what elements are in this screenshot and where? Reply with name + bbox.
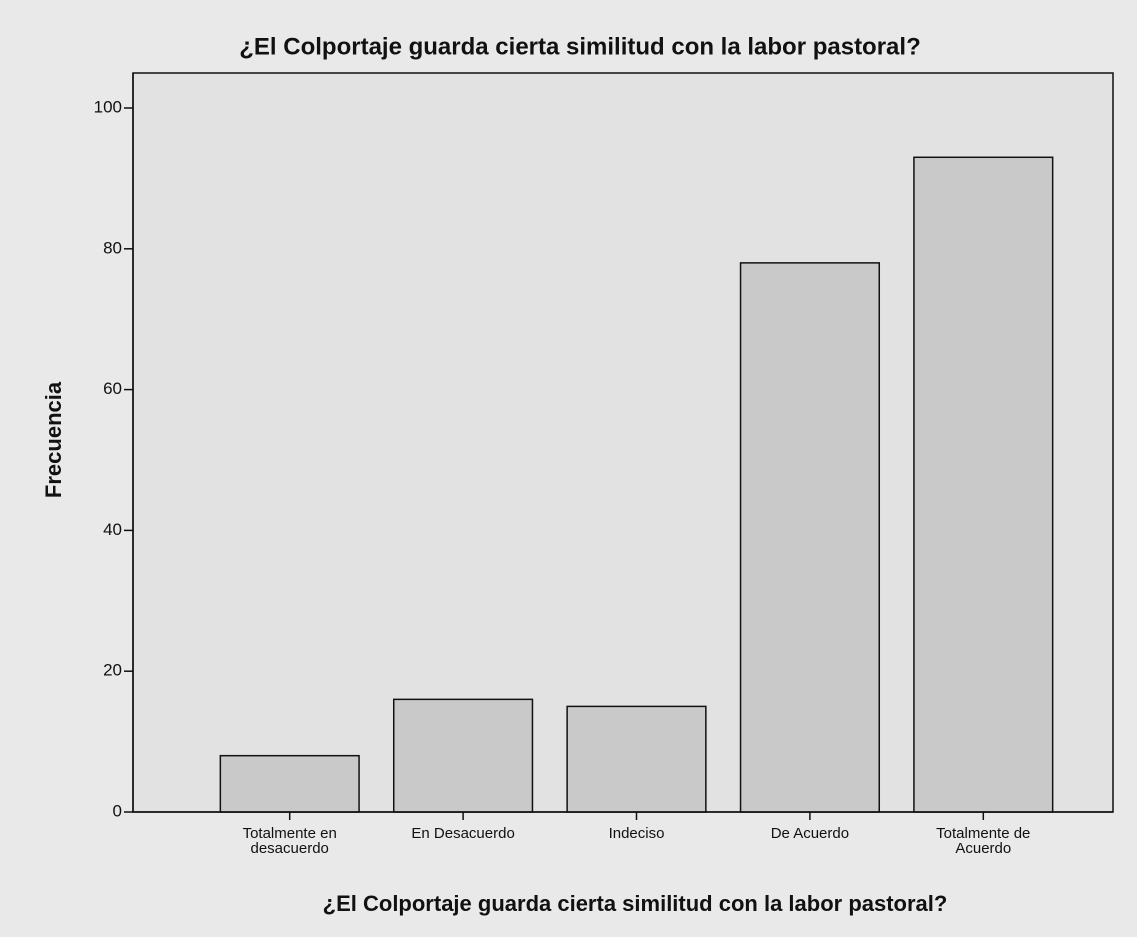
y-tick-label: 20	[103, 661, 122, 680]
x-tick-label: En Desacuerdo	[411, 826, 515, 842]
x-tick-label-box: Totalmente en desacuerdo	[242, 826, 337, 857]
x-tick-label-box: Indeciso	[608, 826, 665, 842]
bar	[219, 754, 360, 813]
y-axis-label: Frecuencia	[41, 381, 66, 498]
x-tick-label-box: Totalmente de Acuerdo	[936, 826, 1031, 857]
y-tick-label: 80	[103, 238, 122, 257]
x-tick-label-box: De Acuerdo	[770, 826, 850, 842]
y-tick-label: 60	[103, 379, 122, 398]
bar	[566, 705, 707, 813]
x-tick-label-box: En Desacuerdo	[411, 826, 515, 842]
y-tick-label: 40	[103, 520, 122, 539]
x-tick-label: Indeciso	[608, 826, 665, 842]
bar	[739, 262, 881, 813]
bar	[392, 698, 534, 813]
x-tick-label: Totalmente de Acuerdo	[936, 826, 1031, 857]
bar	[913, 156, 1054, 813]
chart-title: ¿El Colportaje guarda cierta similitud c…	[239, 33, 920, 60]
x-tick-label: De Acuerdo	[770, 826, 850, 842]
y-tick-label: 0	[113, 801, 122, 820]
y-tick-label: 100	[94, 97, 122, 116]
x-tick-label: Totalmente en desacuerdo	[242, 826, 337, 857]
x-axis-label: ¿El Colportaje guarda cierta similitud c…	[323, 891, 948, 916]
